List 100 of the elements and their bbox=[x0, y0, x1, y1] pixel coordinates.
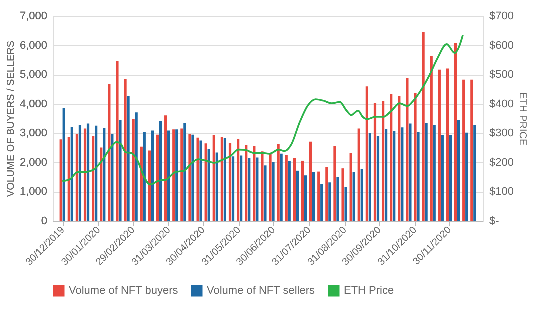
bar bbox=[68, 136, 70, 221]
y2-tick-label: $700 bbox=[490, 10, 514, 22]
bar bbox=[422, 32, 425, 221]
y-tick-label: 3,000 bbox=[20, 128, 48, 140]
bar bbox=[277, 144, 280, 221]
bar bbox=[417, 132, 420, 221]
bar bbox=[78, 125, 82, 221]
bar bbox=[151, 130, 154, 221]
bar bbox=[462, 80, 466, 221]
bar bbox=[334, 146, 336, 221]
bar bbox=[368, 133, 372, 221]
bar bbox=[344, 187, 348, 221]
bar bbox=[180, 128, 184, 221]
bar bbox=[320, 184, 324, 221]
bar bbox=[84, 128, 87, 221]
bar bbox=[457, 120, 460, 221]
bar bbox=[232, 156, 235, 221]
y2-tick-label: $600 bbox=[490, 40, 514, 52]
bar bbox=[406, 78, 409, 221]
bar bbox=[438, 70, 441, 221]
y2-tick-label: $200 bbox=[490, 156, 514, 169]
bar bbox=[288, 161, 291, 221]
y-tick-label: 4,000 bbox=[20, 98, 48, 110]
bar bbox=[143, 132, 146, 221]
y2-tick-label: $500 bbox=[490, 69, 514, 82]
y2-tick-label: $- bbox=[490, 216, 500, 228]
bar bbox=[192, 134, 194, 221]
bar bbox=[350, 153, 352, 221]
bar bbox=[433, 126, 436, 221]
bar bbox=[342, 168, 344, 221]
bar bbox=[76, 134, 79, 221]
y-tick-label: 5,000 bbox=[20, 69, 48, 82]
bar bbox=[310, 142, 312, 221]
bar bbox=[196, 138, 200, 221]
bar bbox=[336, 177, 340, 221]
y-tick-label: 0 bbox=[41, 216, 48, 228]
bar bbox=[293, 158, 296, 221]
bar bbox=[135, 112, 138, 221]
bar bbox=[301, 160, 304, 221]
bar bbox=[156, 134, 160, 221]
y2-tick-label: $400 bbox=[490, 98, 514, 110]
bar bbox=[269, 153, 272, 221]
bar bbox=[103, 128, 106, 221]
bar bbox=[148, 150, 152, 221]
bar bbox=[384, 129, 388, 221]
bar bbox=[168, 130, 170, 221]
y-tick-label: 1,000 bbox=[20, 186, 48, 198]
bar bbox=[272, 162, 275, 221]
bar bbox=[328, 182, 332, 221]
bar bbox=[228, 143, 232, 221]
bar bbox=[261, 152, 264, 221]
bar bbox=[100, 148, 103, 221]
bar bbox=[70, 126, 74, 221]
y2-axis-title: ETH PRICE bbox=[516, 92, 528, 146]
bar bbox=[454, 42, 458, 221]
legend-label: Volume of NFT sellers bbox=[207, 285, 316, 297]
bar bbox=[176, 130, 178, 221]
bar bbox=[220, 136, 224, 221]
y-tick-label: 6,000 bbox=[20, 40, 48, 52]
bar bbox=[466, 132, 468, 221]
bar bbox=[285, 155, 288, 221]
bar bbox=[326, 167, 328, 221]
bar bbox=[204, 144, 208, 221]
bar bbox=[474, 124, 476, 221]
bar bbox=[92, 136, 95, 221]
bar bbox=[111, 134, 114, 221]
bar bbox=[296, 170, 299, 221]
bar bbox=[124, 79, 127, 221]
bar bbox=[86, 124, 90, 221]
bar bbox=[441, 135, 444, 221]
bar bbox=[253, 146, 256, 221]
bar bbox=[108, 84, 111, 221]
bar bbox=[414, 93, 417, 221]
bar bbox=[164, 116, 168, 221]
bar bbox=[240, 156, 243, 221]
bar bbox=[374, 103, 377, 221]
bar bbox=[62, 108, 66, 221]
bar bbox=[409, 124, 412, 221]
bar bbox=[245, 145, 248, 221]
bar bbox=[95, 126, 98, 221]
bar bbox=[312, 172, 316, 221]
y-tick-label: 2,000 bbox=[20, 156, 48, 169]
bar bbox=[216, 152, 218, 221]
bar bbox=[376, 136, 380, 221]
legend-label: Volume of NFT buyers bbox=[69, 285, 179, 297]
bar bbox=[200, 140, 202, 221]
bar bbox=[208, 148, 210, 221]
bar bbox=[352, 172, 356, 221]
bar bbox=[119, 120, 122, 221]
bar bbox=[184, 123, 186, 221]
bar bbox=[132, 119, 135, 221]
bar bbox=[430, 56, 433, 221]
bar bbox=[188, 134, 192, 221]
legend-label: ETH Price bbox=[344, 285, 394, 297]
bar bbox=[212, 135, 216, 221]
bar bbox=[393, 131, 396, 221]
bar bbox=[256, 158, 259, 221]
line-series bbox=[62, 34, 464, 186]
bar bbox=[449, 135, 452, 221]
bar bbox=[358, 128, 360, 221]
